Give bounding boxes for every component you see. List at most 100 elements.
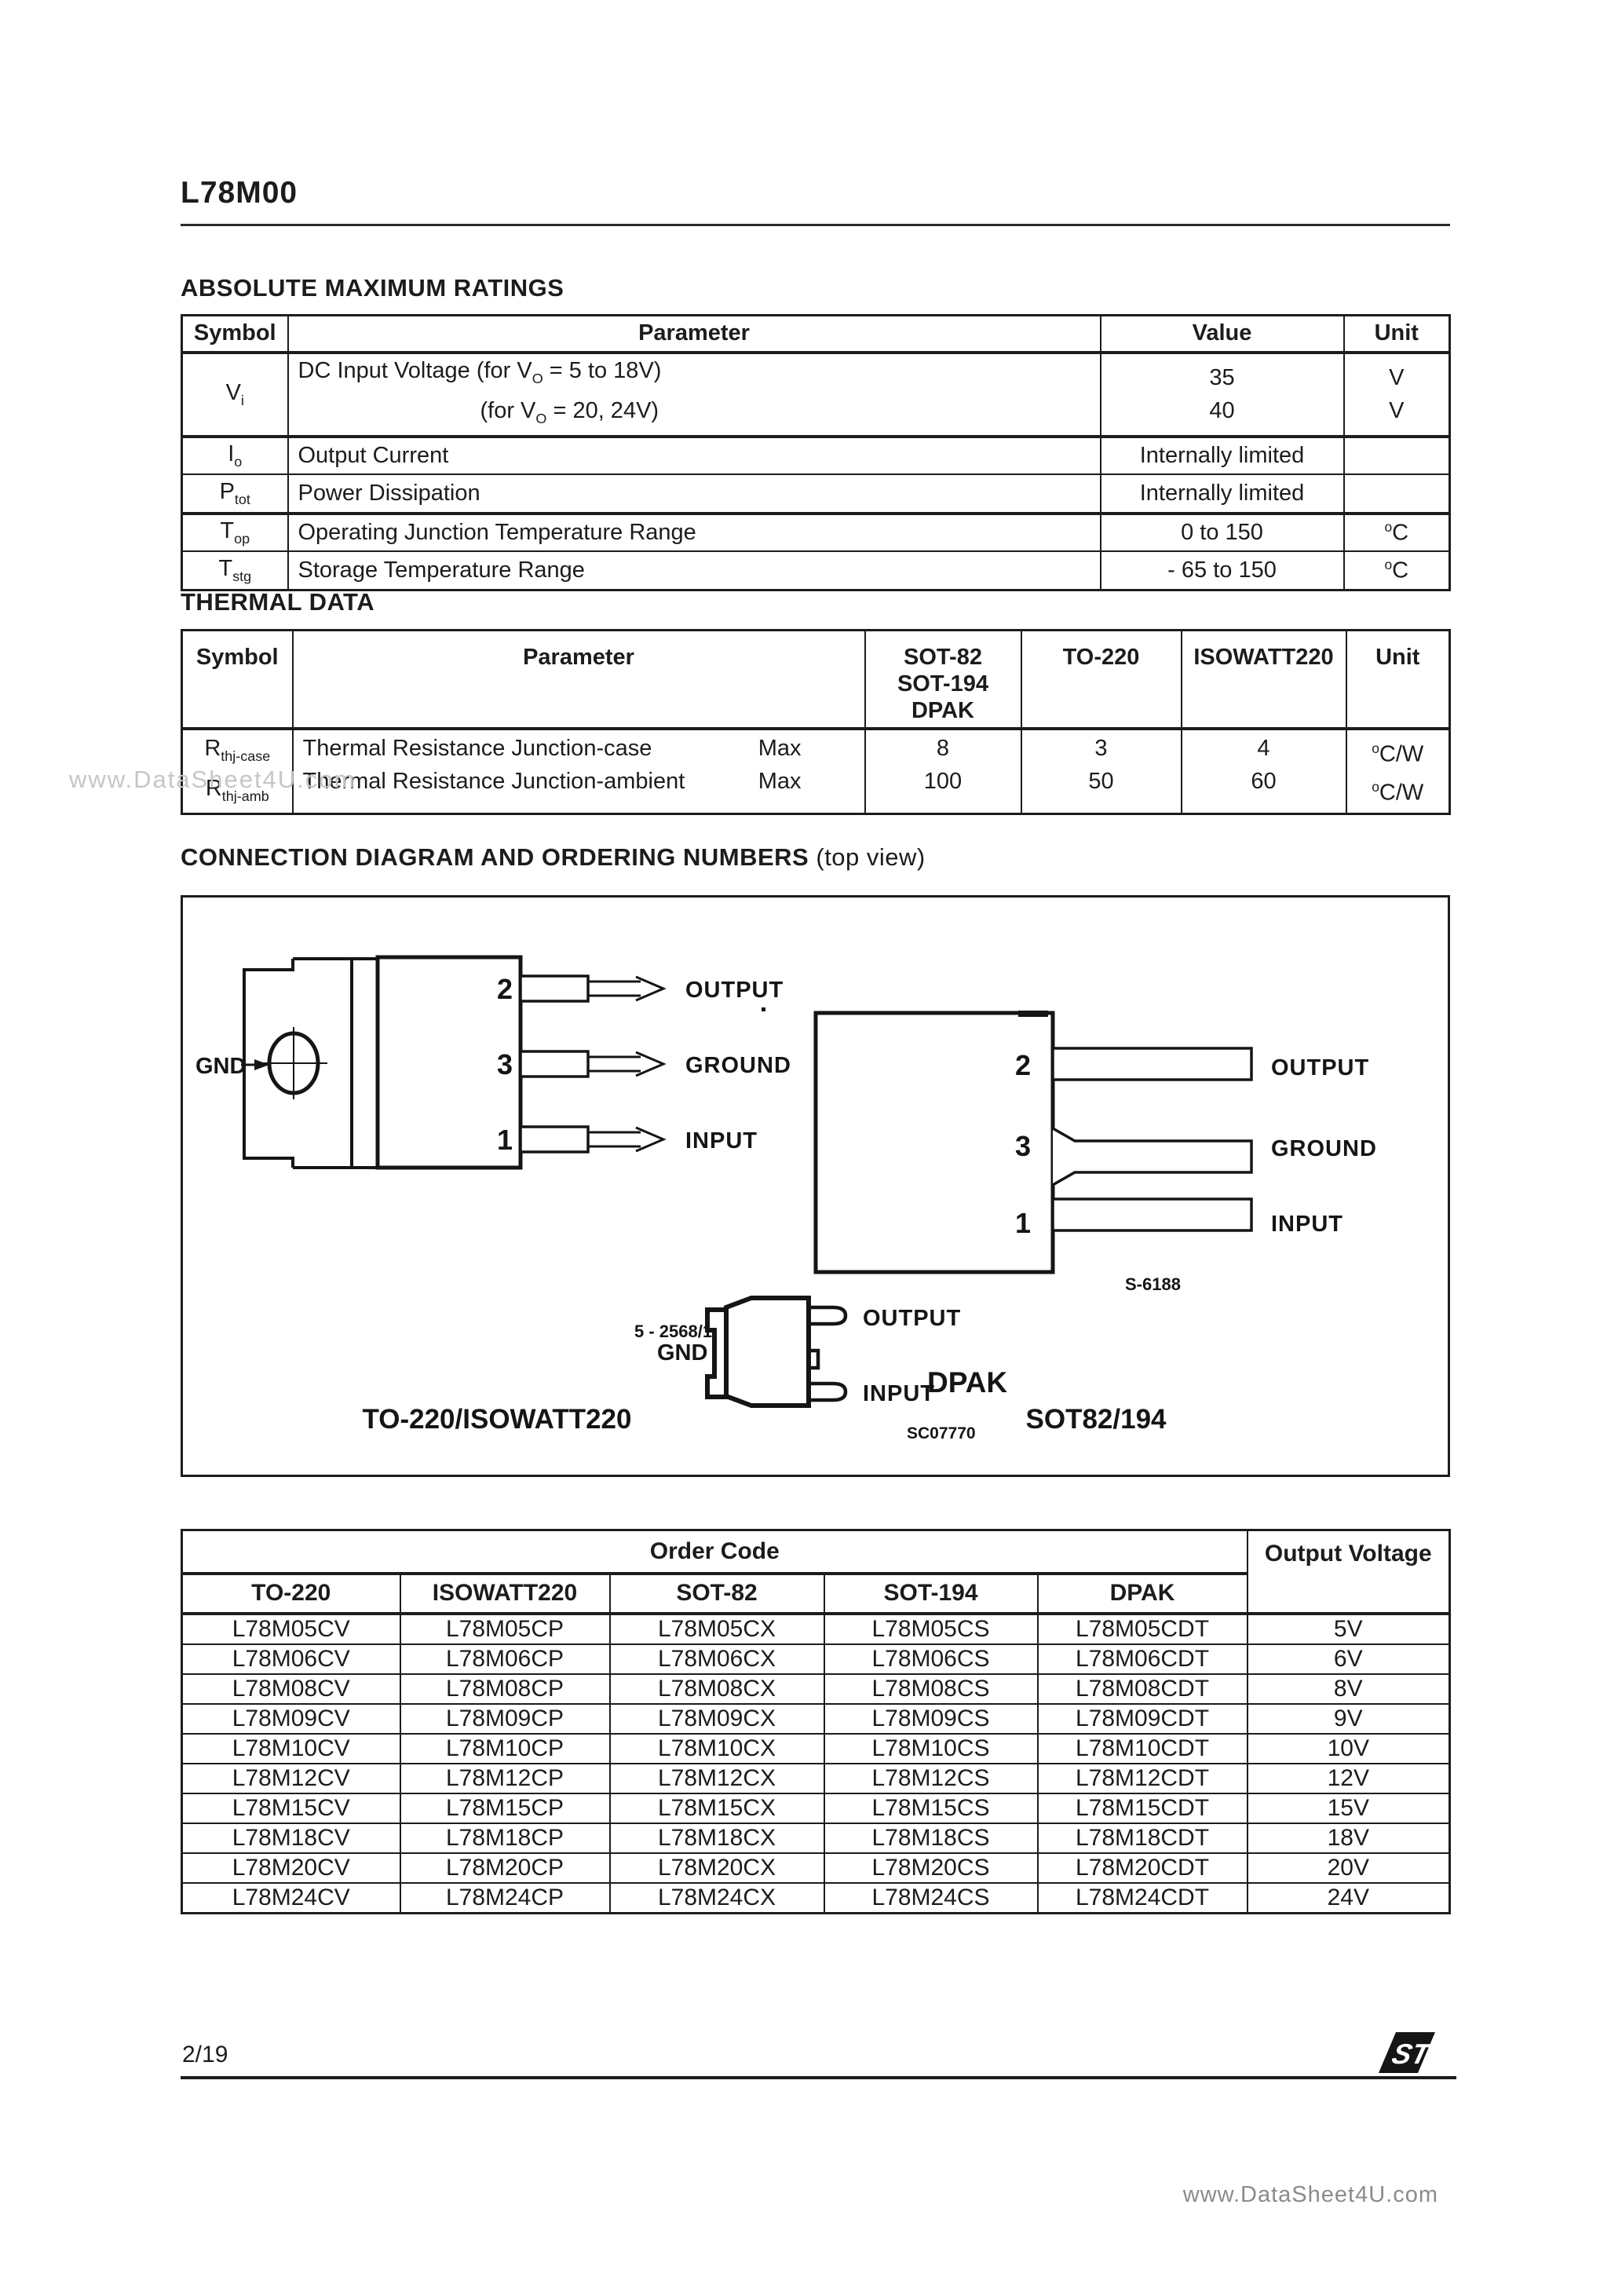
param-tstg: Storage Temperature Range xyxy=(287,550,1101,591)
table-row: L78M09CV L78M09CP L78M09CX L78M09CS L78M09CD… xyxy=(181,1702,1451,1735)
output-voltage-header: Output Voltage xyxy=(1246,1529,1451,1615)
hole-crosshair xyxy=(261,1027,327,1099)
order-code-table: Order Code Output Voltage TO-220 ISOWATT… xyxy=(181,1529,1452,1914)
to220-gnd-label: GND xyxy=(195,1054,246,1079)
to220-drawing-code: 5 - 2568/1 xyxy=(634,1322,712,1341)
value-io: Internally limited xyxy=(1099,436,1345,476)
table-row: Ptot Power Dissipation Internally limite… xyxy=(181,473,1451,516)
sot82-pin1-label: INPUT xyxy=(1271,1212,1343,1237)
sot82-pin1-lead xyxy=(1051,1197,1253,1232)
to220-tab-outline xyxy=(243,959,294,1168)
part-number-title: L78M00 xyxy=(181,176,298,210)
table-row: L78M20CV L78M20CP L78M20CX L78M20CS L78M20CD… xyxy=(181,1852,1451,1884)
col-header-to220: TO-220 xyxy=(181,1572,401,1615)
to220-pin2-arrow xyxy=(635,975,667,1002)
unit-tstg: oC xyxy=(1343,550,1451,591)
dpak-package-drawing: GND OUTPUT INPUT DPAK SC07770 xyxy=(657,1296,1007,1442)
dpak-caption: DPAK xyxy=(927,1366,1007,1398)
sot82-pin3-number: 3 xyxy=(1015,1130,1031,1162)
st-logo: ST xyxy=(1379,2032,1435,2073)
to220-pin3-arrow xyxy=(635,1051,667,1077)
table-row: Rthj-case Rthj-amb Thermal Resistance Ju… xyxy=(181,727,1451,815)
dpak-input-label: INPUT xyxy=(863,1381,935,1406)
table-row: Tstg Storage Temperature Range - 65 to 1… xyxy=(181,550,1451,591)
abs-header-symbol: Symbol xyxy=(181,314,289,354)
unit-top: oC xyxy=(1343,513,1451,553)
to220-pin3-lead xyxy=(519,1050,590,1078)
thermal-header-to220: TO-220 xyxy=(1020,629,1182,730)
param-vi: DC Input Voltage (for VO = 5 to 18V) (fo… xyxy=(287,351,1101,439)
thermal-header-unit: Unit xyxy=(1345,629,1451,730)
abs-max-heading: ABSOLUTE MAXIMUM RATINGS xyxy=(181,274,564,302)
symbol-sub: i xyxy=(240,392,244,408)
thermal-header-packages: SOT-82 SOT-194 DPAK xyxy=(864,629,1022,730)
to220-pin3-number: 3 xyxy=(497,1048,513,1080)
thermal-header-parameter: Parameter xyxy=(291,629,866,730)
unit-vi: V V xyxy=(1343,351,1451,439)
col-header-isowatt220: ISOWATT220 xyxy=(399,1572,611,1615)
sot82-pin2-label: OUTPUT xyxy=(1271,1055,1369,1080)
page-number: 2/19 xyxy=(182,2042,228,2067)
stray-dot xyxy=(762,1007,765,1011)
st-logo-icon: ST xyxy=(1379,2032,1435,2073)
thermal-params: Thermal Resistance Junction-case Max Ther… xyxy=(291,727,866,815)
symbol-tstg: Tstg xyxy=(181,550,289,591)
sot82-pin3-lead xyxy=(1052,1127,1253,1186)
table-row: L78M15CV L78M15CP L78M15CX L78M15CS L78M15CD… xyxy=(181,1792,1451,1824)
connection-diagram: GND 2 OUTPUT 3 GROUND xyxy=(195,955,1377,1442)
to220-pin1-arrow xyxy=(635,1126,667,1153)
to220-pin1-lead xyxy=(519,1125,590,1153)
thermal-sot-values: 8 100 xyxy=(864,727,1022,815)
thermal-header-isowatt: ISOWATT220 xyxy=(1180,629,1347,730)
to220-pin2-number: 2 xyxy=(497,973,513,1005)
value-ptot: Internally limited xyxy=(1099,473,1345,516)
symbol-top: Top xyxy=(181,513,289,553)
table-row: L78M10CV L78M10CP L78M10CX L78M10CS L78M10CD… xyxy=(181,1732,1451,1764)
connection-heading: CONNECTION DIAGRAM AND ORDERING NUMBERS … xyxy=(181,843,926,871)
param-ptot: Power Dissipation xyxy=(287,473,1101,516)
abs-header-parameter: Parameter xyxy=(287,314,1101,354)
to220-pin2-lead xyxy=(519,974,590,1003)
st-logo-text: ST xyxy=(1389,2038,1435,2070)
to220-pin1-label: INPUT xyxy=(685,1128,758,1153)
table-row: L78M05CV L78M05CP L78M05CX L78M05CS L78M05CD… xyxy=(181,1612,1451,1645)
thermal-header-symbol: Symbol xyxy=(181,629,294,730)
sot82-pin2-number: 2 xyxy=(1015,1049,1031,1081)
col-header-sot82: SOT-82 xyxy=(608,1572,825,1615)
table-row: L78M08CV L78M08CP L78M08CX L78M08CS L78M08CD… xyxy=(181,1673,1451,1705)
symbol-vi: Vi xyxy=(181,351,289,439)
connection-heading-suffix: (top view) xyxy=(816,843,926,871)
footer-rule xyxy=(181,2076,1456,2079)
watermark-text: www.DataSheet4U.com xyxy=(69,766,356,793)
table-row: Top Operating Junction Temperature Range… xyxy=(181,513,1451,553)
sot82-package-drawing: 2 3 1 OUTPUT GROUND INPUT S-6188 SOT82/1… xyxy=(813,1011,1377,1435)
to220-package-drawing: GND 2 OUTPUT 3 GROUND xyxy=(195,955,791,1435)
param-line-2: (for VO = 20, 24V) xyxy=(480,398,659,427)
value-tstg: - 65 to 150 xyxy=(1099,550,1345,591)
sot82-pin1-number: 1 xyxy=(1015,1207,1031,1239)
sot82-pin3-label: GROUND xyxy=(1271,1136,1377,1161)
dpak-output-label: OUTPUT xyxy=(863,1306,961,1331)
to220-tab-strip xyxy=(293,957,379,1169)
thermal-heading: THERMAL DATA xyxy=(181,588,375,616)
thermal-isowatt-values: 4 60 xyxy=(1180,727,1347,815)
abs-header-value: Value xyxy=(1099,314,1345,354)
to220-caption: TO-220/ISOWATT220 xyxy=(363,1404,632,1435)
value-vi: 35 40 xyxy=(1099,351,1345,439)
table-row: Vi DC Input Voltage (for VO = 5 to 18V) … xyxy=(181,351,1451,439)
gnd-arrow-head xyxy=(254,1059,269,1070)
unit-io xyxy=(1343,436,1451,476)
param-io: Output Current xyxy=(287,436,1101,476)
dpak-middle-stub xyxy=(809,1348,820,1370)
sot82-drawing-code: S-6188 xyxy=(1125,1274,1181,1294)
title-rule xyxy=(181,224,1450,226)
connection-diagram-box: GND 2 OUTPUT 3 GROUND xyxy=(181,895,1450,1477)
thermal-units: oC/W oC/W xyxy=(1345,727,1451,815)
table-row: L78M24CV L78M24CP L78M24CX L78M24CS L78M24CD… xyxy=(181,1881,1451,1914)
col-header-dpak: DPAK xyxy=(1036,1572,1248,1615)
value-top: 0 to 150 xyxy=(1099,513,1345,553)
abs-header-unit: Unit xyxy=(1343,314,1451,354)
dpak-input-lead xyxy=(809,1381,848,1402)
thermal-to220-values: 3 50 xyxy=(1020,727,1182,815)
